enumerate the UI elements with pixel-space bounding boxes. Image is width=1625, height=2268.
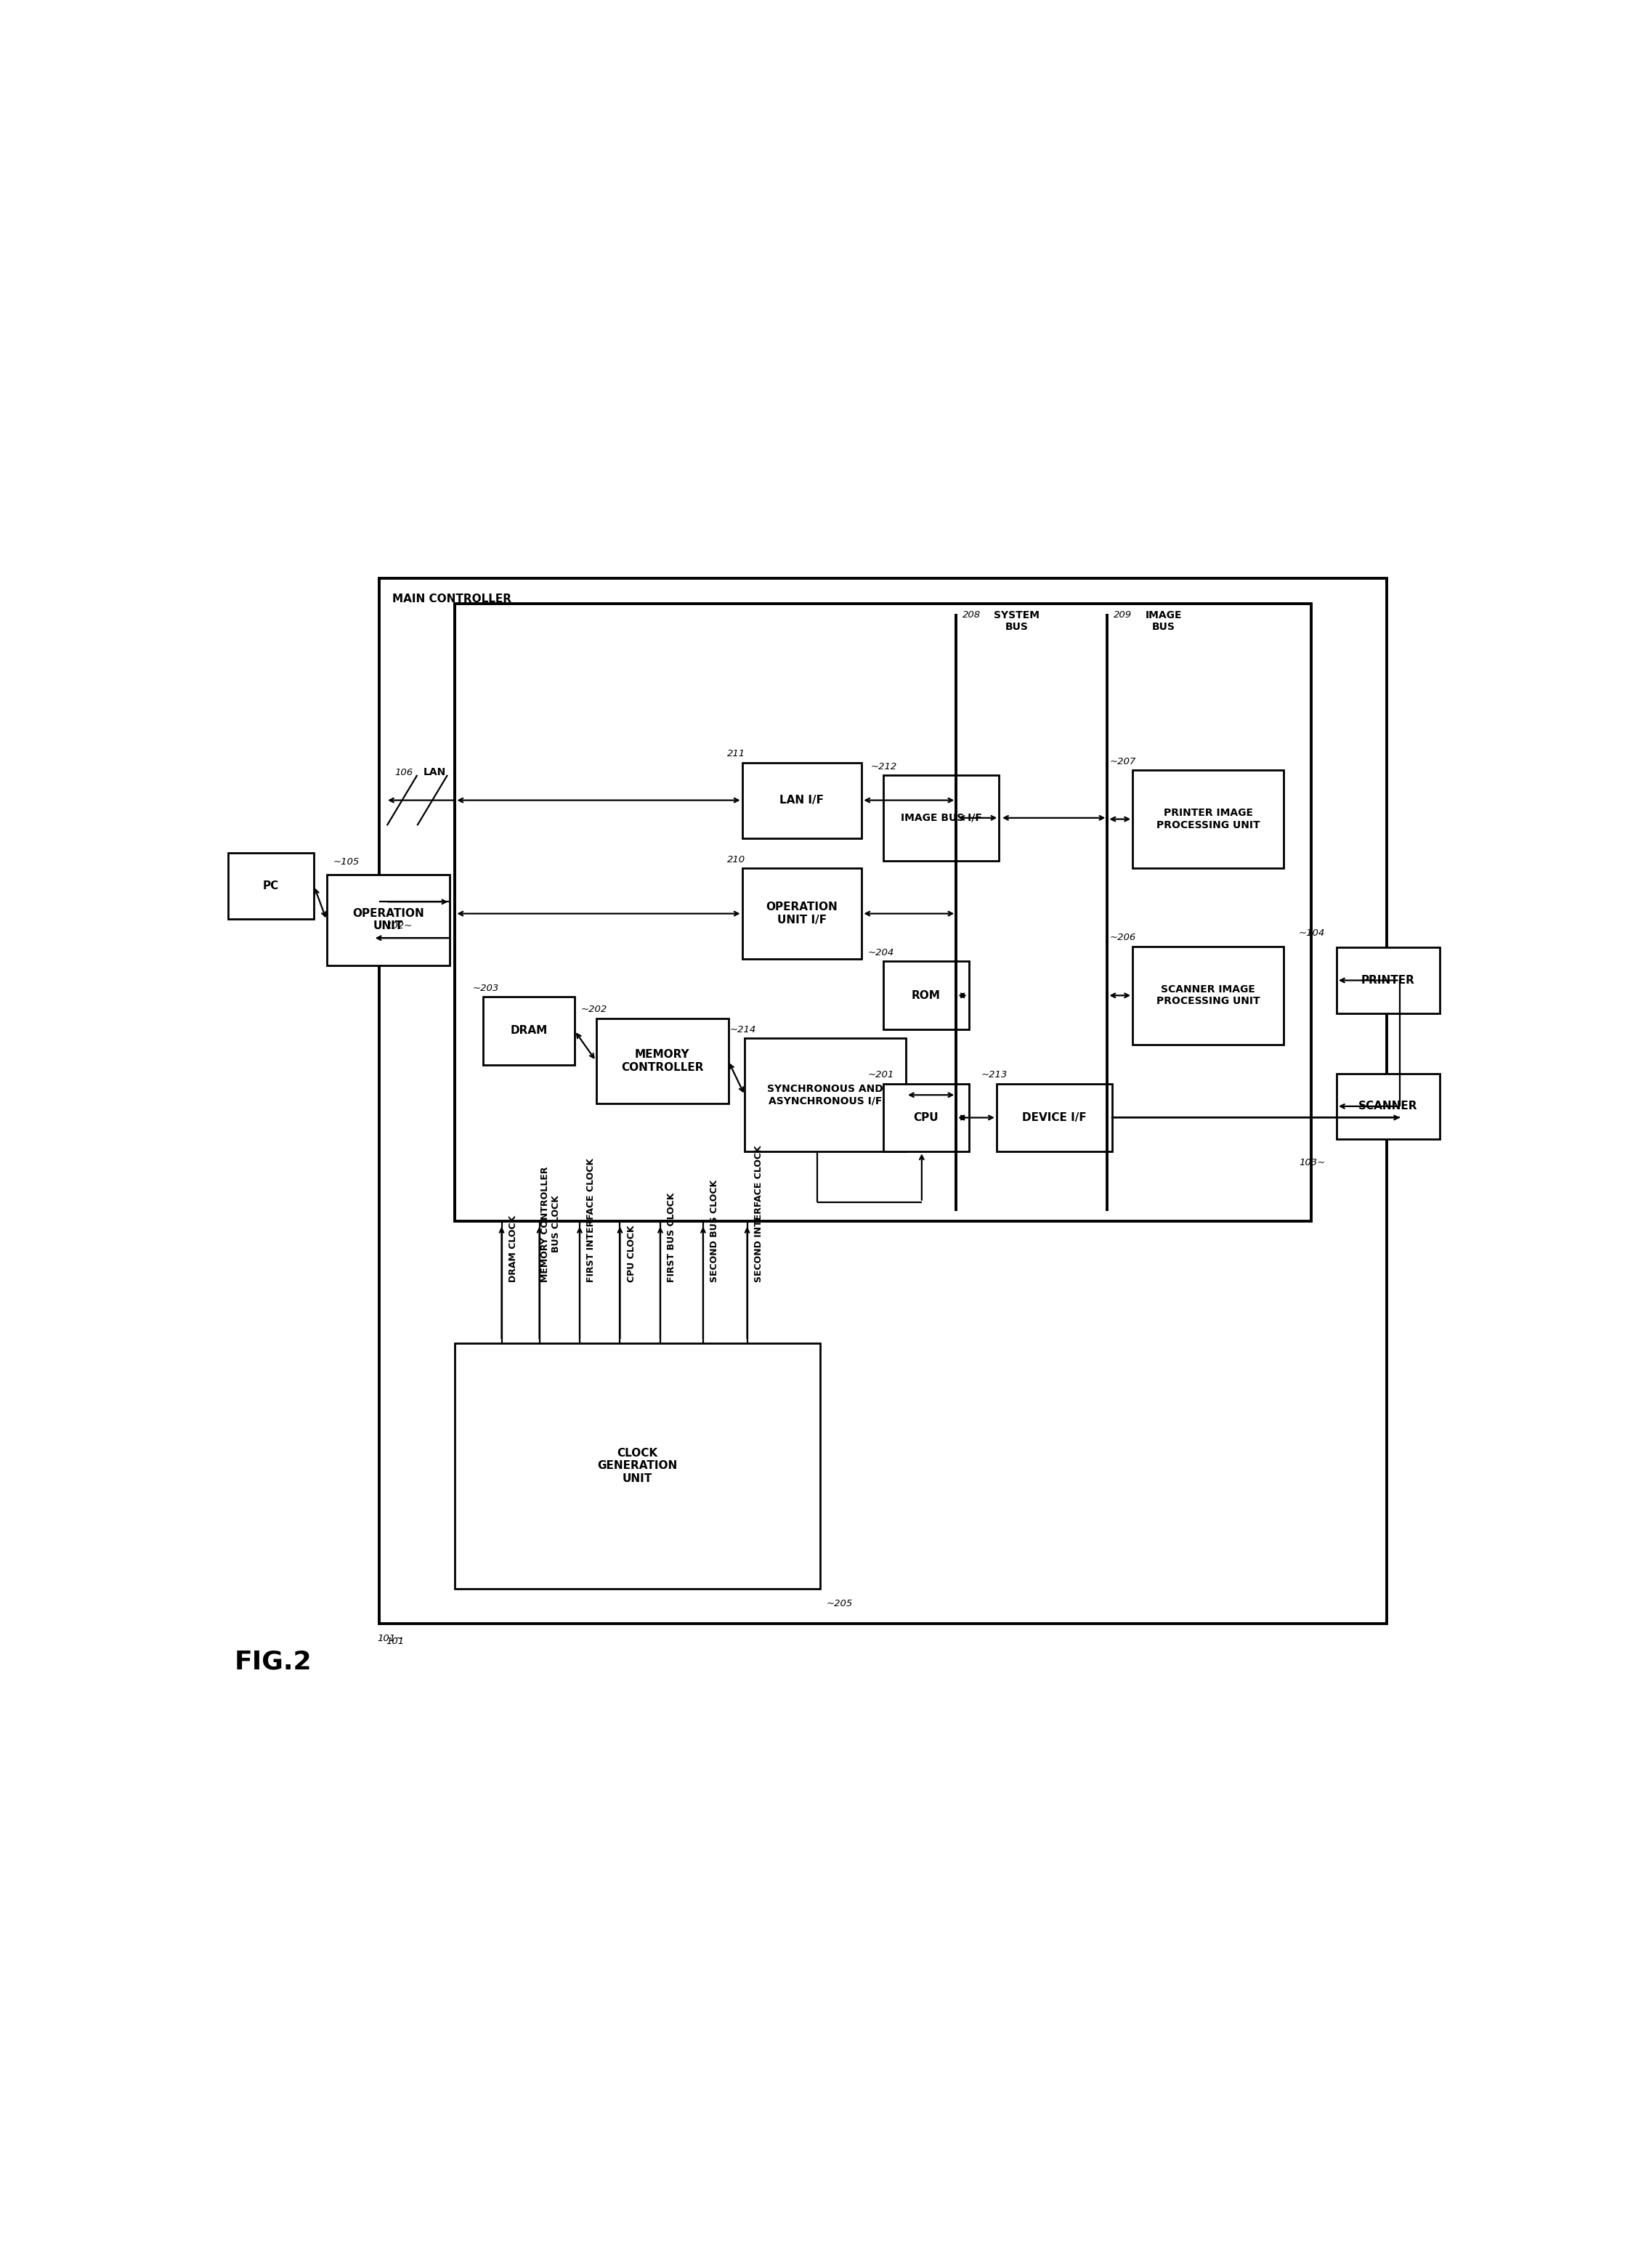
Bar <box>455 603 1311 1220</box>
Text: 101: 101 <box>385 1637 405 1647</box>
Bar <box>884 776 999 862</box>
Text: 208: 208 <box>962 610 981 619</box>
Text: OPERATION
UNIT: OPERATION UNIT <box>353 907 424 932</box>
Bar <box>1336 1073 1440 1139</box>
Text: IMAGE
BUS: IMAGE BUS <box>1146 610 1181 633</box>
Bar <box>1133 946 1284 1046</box>
Text: MAIN CONTROLLER: MAIN CONTROLLER <box>392 594 512 606</box>
Text: PRINTER IMAGE
PROCESSING UNIT: PRINTER IMAGE PROCESSING UNIT <box>1157 807 1259 830</box>
Text: ~203: ~203 <box>473 984 499 993</box>
Text: ROM: ROM <box>912 991 941 1000</box>
Text: 209: 209 <box>1113 610 1133 619</box>
Text: PC: PC <box>263 880 279 891</box>
Text: SYSTEM
BUS: SYSTEM BUS <box>994 610 1040 633</box>
Bar <box>483 996 575 1064</box>
Text: SECOND BUS CLOCK: SECOND BUS CLOCK <box>710 1179 720 1281</box>
Text: ~214: ~214 <box>730 1025 756 1034</box>
Text: IMAGE BUS I/F: IMAGE BUS I/F <box>900 812 981 823</box>
Bar <box>380 578 1388 1624</box>
Bar <box>1133 771 1284 869</box>
Text: 101~: 101~ <box>377 1633 403 1644</box>
Text: PRINTER: PRINTER <box>1362 975 1415 987</box>
Bar <box>884 962 968 1030</box>
Bar <box>1336 948 1440 1014</box>
Text: FIRST INTERFACE CLOCK: FIRST INTERFACE CLOCK <box>587 1157 596 1281</box>
Text: MEMORY CONTROLLER
BUS CLOCK: MEMORY CONTROLLER BUS CLOCK <box>541 1166 561 1281</box>
Text: ~201: ~201 <box>868 1070 894 1080</box>
Text: FIRST BUS CLOCK: FIRST BUS CLOCK <box>666 1193 676 1281</box>
Text: CPU: CPU <box>913 1111 939 1123</box>
Text: 211: 211 <box>726 748 746 760</box>
Text: ~105: ~105 <box>333 857 359 866</box>
Text: SCANNER: SCANNER <box>1358 1100 1417 1111</box>
Text: 102~: 102~ <box>385 921 413 930</box>
Text: ~205: ~205 <box>827 1599 853 1608</box>
Text: OPERATION
UNIT I/F: OPERATION UNIT I/F <box>765 903 838 925</box>
Text: ~202: ~202 <box>582 1005 608 1014</box>
Bar <box>884 1084 968 1152</box>
Text: MEMORY
CONTROLLER: MEMORY CONTROLLER <box>621 1050 704 1073</box>
Bar <box>743 762 861 839</box>
Bar <box>327 875 450 966</box>
Text: DRAM: DRAM <box>510 1025 548 1036</box>
Text: DRAM CLOCK: DRAM CLOCK <box>509 1216 518 1281</box>
Text: LAN: LAN <box>424 767 447 778</box>
Text: ~206: ~206 <box>1110 932 1136 943</box>
Text: ~212: ~212 <box>871 762 897 771</box>
Bar <box>596 1018 728 1105</box>
Bar <box>743 869 861 959</box>
Text: CLOCK
GENERATION
UNIT: CLOCK GENERATION UNIT <box>598 1447 678 1483</box>
Text: SECOND INTERFACE CLOCK: SECOND INTERFACE CLOCK <box>754 1145 764 1281</box>
Text: 103~: 103~ <box>1298 1159 1324 1168</box>
Bar <box>228 853 314 919</box>
Text: ~207: ~207 <box>1110 758 1136 767</box>
Text: 106: 106 <box>395 769 413 778</box>
Text: FIG.2: FIG.2 <box>234 1649 312 1674</box>
Bar <box>996 1084 1113 1152</box>
Bar <box>455 1343 821 1588</box>
Text: CPU CLOCK: CPU CLOCK <box>627 1225 635 1281</box>
Text: SCANNER IMAGE
PROCESSING UNIT: SCANNER IMAGE PROCESSING UNIT <box>1157 984 1259 1007</box>
Text: ~204: ~204 <box>868 948 894 957</box>
Text: ~213: ~213 <box>981 1070 1008 1080</box>
Text: 210: 210 <box>726 855 746 864</box>
Text: DEVICE I/F: DEVICE I/F <box>1022 1111 1087 1123</box>
Bar <box>744 1039 905 1152</box>
Text: SYNCHRONOUS AND
ASYNCHRONOUS I/F: SYNCHRONOUS AND ASYNCHRONOUS I/F <box>767 1084 884 1107</box>
Text: ~104: ~104 <box>1298 928 1324 937</box>
Text: LAN I/F: LAN I/F <box>780 794 824 805</box>
